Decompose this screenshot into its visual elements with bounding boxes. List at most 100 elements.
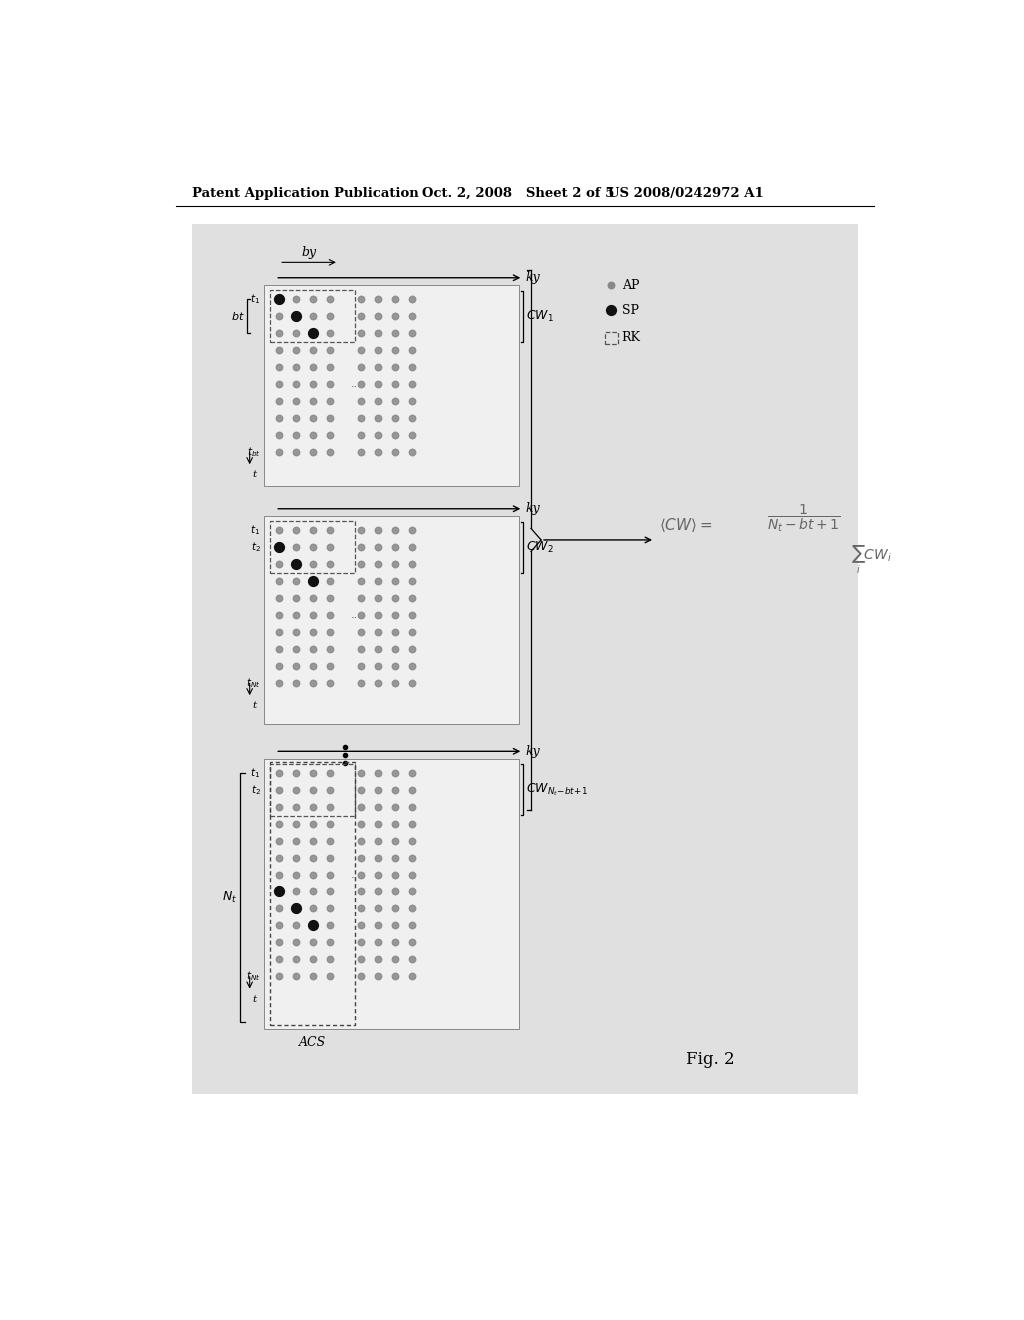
Point — [353, 779, 370, 800]
Point — [305, 847, 322, 869]
Point — [271, 391, 288, 412]
Point — [271, 537, 288, 558]
Point — [370, 898, 386, 919]
Point — [323, 639, 339, 660]
Point — [370, 289, 386, 310]
Point — [271, 949, 288, 970]
Point — [404, 796, 421, 817]
Point — [404, 322, 421, 343]
Point — [404, 605, 421, 626]
Point — [288, 966, 304, 987]
Point — [323, 374, 339, 395]
Point — [387, 570, 403, 591]
Point — [353, 587, 370, 609]
Bar — [263, 759, 519, 1028]
Text: by: by — [301, 246, 316, 259]
Point — [305, 356, 322, 378]
Text: $CW_1$: $CW_1$ — [525, 309, 553, 323]
Point — [353, 441, 370, 462]
Point — [404, 391, 421, 412]
Point — [387, 306, 403, 327]
Point — [271, 587, 288, 609]
Bar — [270, 521, 355, 573]
Point — [323, 441, 339, 462]
Point — [370, 880, 386, 902]
Point — [387, 408, 403, 429]
Point — [305, 553, 322, 574]
Point — [370, 322, 386, 343]
Point — [288, 424, 304, 445]
Bar — [263, 285, 519, 486]
Point — [404, 672, 421, 693]
Point — [288, 932, 304, 953]
Point — [305, 796, 322, 817]
Point — [271, 356, 288, 378]
Text: ky: ky — [525, 744, 541, 758]
Point — [305, 587, 322, 609]
Point — [370, 763, 386, 784]
Point — [370, 424, 386, 445]
Point — [370, 553, 386, 574]
Point — [370, 932, 386, 953]
Point — [323, 570, 339, 591]
Point — [353, 932, 370, 953]
Point — [404, 763, 421, 784]
Point — [387, 587, 403, 609]
Point — [404, 880, 421, 902]
Point — [404, 424, 421, 445]
Point — [387, 605, 403, 626]
Point — [271, 306, 288, 327]
Point — [353, 847, 370, 869]
Point — [271, 408, 288, 429]
Point — [387, 932, 403, 953]
Point — [271, 605, 288, 626]
Point — [387, 763, 403, 784]
Point — [305, 880, 322, 902]
Point — [323, 932, 339, 953]
Point — [288, 880, 304, 902]
Point — [353, 374, 370, 395]
Point — [305, 520, 322, 541]
Point — [271, 655, 288, 676]
Point — [370, 408, 386, 429]
Point — [603, 300, 620, 321]
Text: $t_2$: $t_2$ — [251, 783, 260, 797]
Point — [288, 865, 304, 886]
Text: t: t — [253, 470, 257, 479]
Point — [370, 356, 386, 378]
Point — [271, 520, 288, 541]
Point — [387, 672, 403, 693]
Point — [323, 391, 339, 412]
Point — [370, 949, 386, 970]
Point — [323, 830, 339, 851]
Point — [288, 605, 304, 626]
Point — [370, 605, 386, 626]
Point — [387, 830, 403, 851]
Point — [370, 520, 386, 541]
Point — [387, 391, 403, 412]
Point — [387, 639, 403, 660]
Point — [271, 672, 288, 693]
Text: $t_1$: $t_1$ — [251, 524, 260, 537]
Point — [353, 639, 370, 660]
Point — [603, 275, 620, 296]
Point — [288, 408, 304, 429]
Point — [305, 374, 322, 395]
Point — [271, 932, 288, 953]
Text: $CW_2$: $CW_2$ — [525, 540, 553, 554]
Point — [323, 966, 339, 987]
Point — [404, 587, 421, 609]
Point — [323, 672, 339, 693]
Point — [288, 813, 304, 834]
Point — [353, 339, 370, 360]
Text: Fig. 2: Fig. 2 — [686, 1051, 734, 1068]
Point — [353, 915, 370, 936]
Text: $t_{Nt}$: $t_{Nt}$ — [246, 969, 260, 983]
Point — [404, 830, 421, 851]
Point — [305, 949, 322, 970]
Text: t: t — [253, 995, 257, 1003]
Point — [271, 763, 288, 784]
Text: $t_{bt}$: $t_{bt}$ — [247, 445, 260, 458]
Point — [387, 865, 403, 886]
Point — [353, 966, 370, 987]
